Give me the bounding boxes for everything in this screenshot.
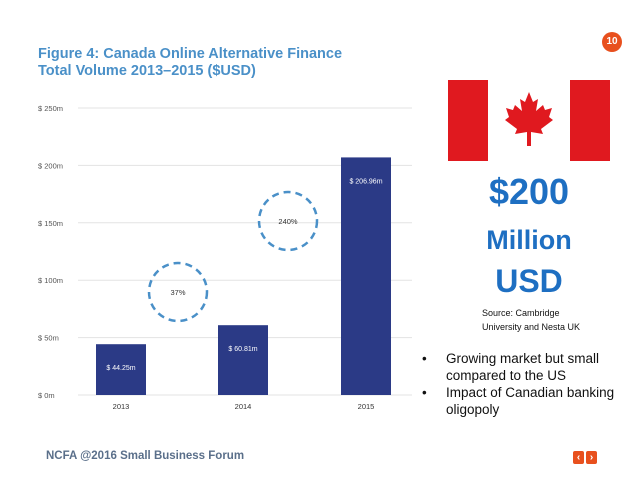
growth-circle	[257, 190, 319, 252]
source-line2: University and Nesta UK	[482, 322, 581, 332]
footer-text: NCFA @2016 Small Business Forum	[46, 450, 245, 462]
y-tick-label: $ 150m	[38, 219, 63, 228]
x-tick-label: 2014	[235, 402, 252, 411]
prev-slide-button[interactable]: ‹	[573, 451, 584, 464]
figure-title-line2: Total Volume 2013–2015 ($USD)	[38, 63, 256, 79]
x-tick-label: 2015	[358, 402, 375, 411]
highlight-amount: $200	[488, 171, 570, 212]
growth-label: 37%	[170, 288, 185, 297]
growth-circle	[147, 261, 209, 323]
bar	[96, 344, 146, 395]
bullet-item: Impact of Canadian banking oligopoly	[420, 384, 632, 418]
source-line1: Source: Cambridge	[482, 308, 560, 318]
y-tick-label: $ 0m	[38, 391, 55, 400]
growth-label: 240%	[278, 217, 298, 226]
y-tick-label: $ 250m	[38, 104, 63, 113]
highlight-currency: USD	[495, 263, 563, 299]
y-tick-label: $ 200m	[38, 161, 63, 170]
bar-value-label: $ 206.96m	[349, 178, 382, 185]
canada-flag-icon	[448, 80, 610, 161]
figure-title-line1: Figure 4: Canada Online Alternative Fina…	[38, 46, 343, 62]
bullet-list: Growing market but small compared to the…	[420, 350, 632, 418]
highlight-unit: Million	[486, 225, 572, 255]
source-note: Source: Cambridge University and Nesta U…	[482, 306, 612, 334]
bar-chart: $ 0m $ 50m $ 100m $ 150m $ 200m $ 250m $ 44.25…	[38, 104, 412, 411]
x-tick-label: 2013	[113, 402, 130, 411]
figure-title: Figure 4: Canada Online Alternative Fina…	[38, 46, 342, 80]
bar-value-label: $ 60.81m	[228, 346, 257, 353]
next-slide-button[interactable]: ›	[586, 451, 597, 464]
y-tick-label: $ 50m	[38, 334, 59, 343]
bullet-item: Growing market but small compared to the…	[420, 350, 632, 384]
bar-value-label: $ 44.25m	[106, 365, 135, 372]
bar	[218, 325, 268, 395]
y-tick-label: $ 100m	[38, 276, 63, 285]
bar	[341, 157, 391, 395]
page-number-badge: 10	[602, 32, 622, 52]
